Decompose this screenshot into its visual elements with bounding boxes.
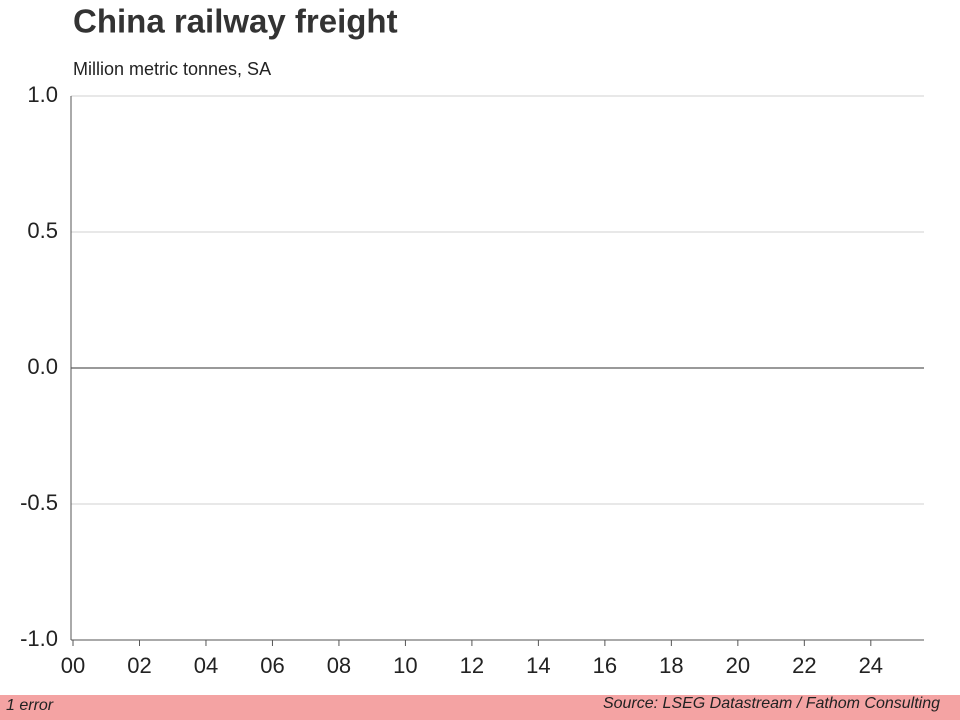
chart-title: China railway freight	[73, 3, 398, 40]
x-tick-label: 08	[327, 653, 351, 678]
error-count[interactable]: 1 error	[6, 697, 54, 714]
x-tick-label: 02	[127, 653, 151, 678]
x-tick-label: 24	[859, 653, 883, 678]
x-tick-label: 12	[460, 653, 484, 678]
x-tick-label: 14	[526, 653, 550, 678]
x-tick-label: 04	[194, 653, 218, 678]
x-tick-label: 00	[61, 653, 85, 678]
chart-subtitle: Million metric tonnes, SA	[73, 59, 271, 79]
y-tick-label: 0.0	[27, 354, 58, 379]
x-tick-label: 20	[726, 653, 750, 678]
x-tick-label: 16	[593, 653, 617, 678]
status-bar	[0, 695, 960, 720]
y-tick-label: 0.5	[27, 218, 58, 243]
x-tick-label: 18	[659, 653, 683, 678]
y-tick-label: -1.0	[20, 626, 58, 651]
x-tick-label: 22	[792, 653, 816, 678]
y-tick-label: 1.0	[27, 82, 58, 107]
x-tick-label: 06	[260, 653, 284, 678]
y-tick-label: -0.5	[20, 490, 58, 515]
source-note: Source: LSEG Datastream / Fathom Consult…	[603, 695, 940, 712]
x-tick-label: 10	[393, 653, 417, 678]
